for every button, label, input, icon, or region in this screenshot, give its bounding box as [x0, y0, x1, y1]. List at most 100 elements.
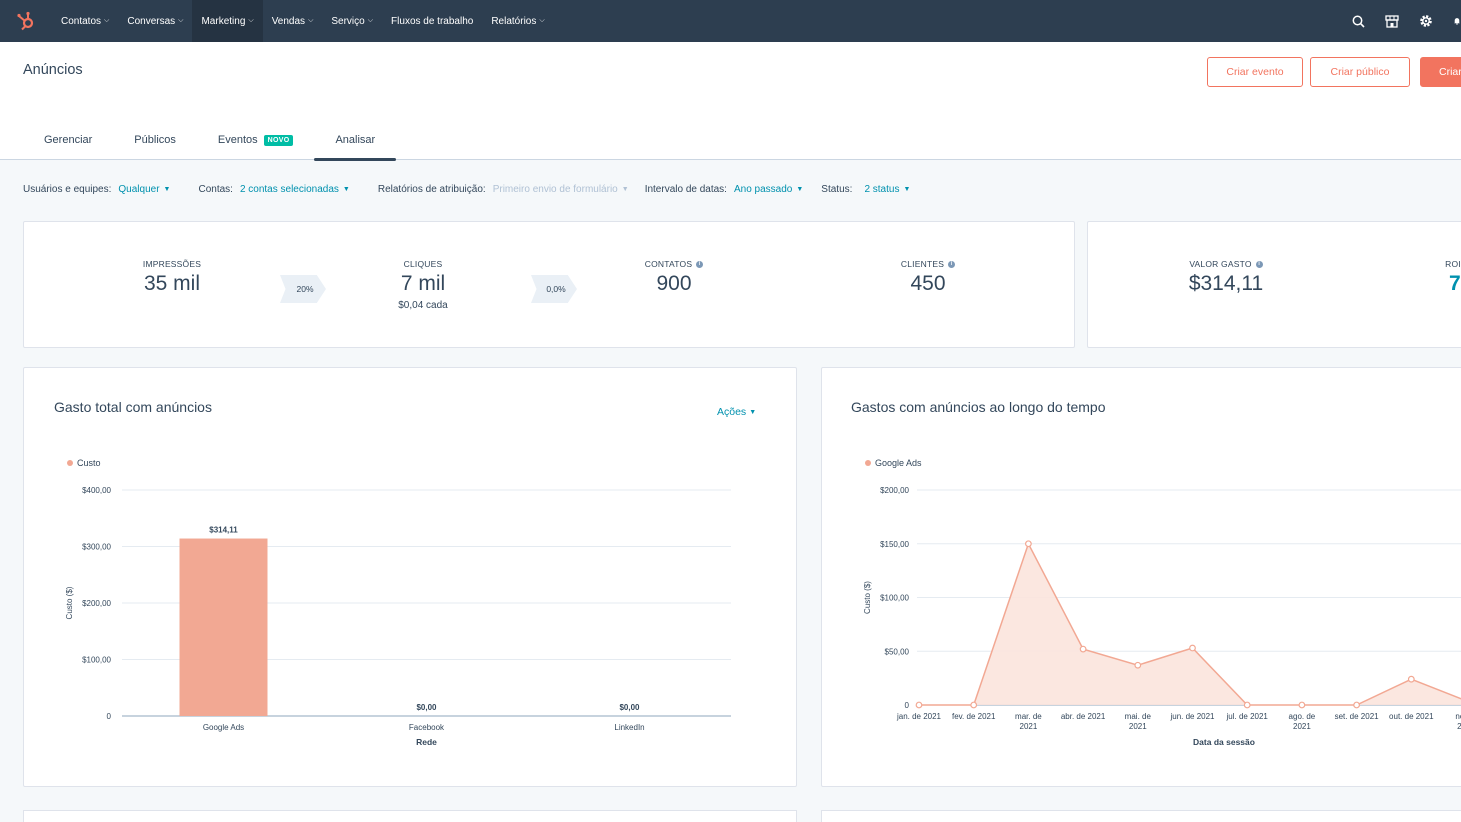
y-tick-label: 0 [107, 712, 112, 721]
x-tick-label: LinkedIn [614, 723, 644, 732]
nav-item-serviço[interactable]: Serviço ⌵ [322, 0, 382, 42]
nav-item-vendas[interactable]: Vendas ⌵ [263, 0, 323, 42]
tabs: Gerenciar Públicos Eventos NOVO Analisar [23, 122, 396, 161]
roi-label: ROI [1445, 259, 1461, 269]
y-axis-label: Custo ($) [863, 581, 872, 614]
roi-stat: ROI 76 [1423, 259, 1461, 296]
data-point [970, 701, 978, 709]
users-filter-dropdown[interactable]: Qualquer ▼ [118, 184, 170, 195]
report-card [23, 810, 797, 822]
page-title: Anúncios [23, 62, 83, 78]
y-tick-label: $300,00 [82, 543, 111, 552]
x-axis-label: Data da sessão [1193, 737, 1255, 747]
customers-value: 450 [910, 272, 946, 295]
settings-icon[interactable] [1419, 14, 1433, 28]
report-card [821, 810, 1461, 822]
create-event-button[interactable]: Criar evento [1207, 57, 1303, 87]
actions-dropdown[interactable]: Ações ▼ [717, 406, 756, 418]
nav-item-label: Conversas [127, 15, 176, 27]
nav-item-fluxos-de-trabalho[interactable]: Fluxos de trabalho [382, 0, 482, 42]
attribution-filter-label: Relatórios de atribuição: [377, 184, 486, 195]
status-filter-dropdown[interactable]: 2 status ▼ [864, 184, 910, 195]
notifications-icon[interactable] [1453, 14, 1461, 28]
nav-item-label: Marketing [201, 15, 246, 27]
nav-item-marketing[interactable]: Marketing ⌵ [192, 0, 263, 42]
main-menu: Contatos ⌵ Conversas ⌵ Marketing ⌵ Vendas ⌵ Serv… [52, 0, 554, 42]
x-tick-label: 2021 [1457, 722, 1461, 731]
y-tick-label: $50,00 [885, 647, 910, 656]
total-spend-chart-card: Gasto total com anúncios Ações ▼ Custo 0 $1… [23, 367, 797, 787]
nav-item-conversas[interactable]: Conversas ⌵ [118, 0, 192, 42]
x-tick-label: 2021 [1129, 722, 1147, 731]
create-campaign-button[interactable]: Criar [1420, 57, 1461, 87]
impressions-value: 35 mil [143, 272, 201, 295]
x-tick-label: mai. de [1125, 712, 1152, 721]
data-point [1024, 540, 1032, 548]
x-tick-label: Google Ads [203, 723, 244, 732]
y-tick-label: $400,00 [82, 486, 111, 495]
data-label: $0,00 [416, 703, 437, 712]
data-point [1134, 661, 1142, 669]
nav-item-relatórios[interactable]: Relatórios ⌵ [482, 0, 553, 42]
nav-item-label: Contatos [61, 15, 102, 27]
accounts-filter-value: 2 contas selecionadas [239, 184, 339, 195]
x-tick-label: jun. de 2021 [1169, 712, 1215, 721]
contacts-value: 900 [656, 272, 692, 295]
x-tick-label: ago. de [1289, 712, 1316, 721]
data-point [1298, 701, 1306, 709]
info-icon[interactable]: i [1255, 260, 1263, 268]
chart-title: Gasto total com anúncios [54, 399, 212, 415]
cost-per-click: $0,04 cada [398, 300, 448, 311]
x-tick-label: mar. de [1015, 712, 1042, 721]
clicks-label: CLIQUES [403, 259, 443, 269]
contacts-stat: CONTATOS i 900 [584, 259, 764, 296]
y-tick-label: 0 [905, 701, 910, 710]
tab-manage[interactable]: Gerenciar [23, 122, 113, 160]
date-range-filter-value: Ano passado [733, 184, 793, 195]
nav-right-icons [1351, 0, 1461, 42]
x-tick-label: fev. de 2021 [952, 712, 996, 721]
actions-label: Ações [717, 406, 747, 418]
create-audience-button[interactable]: Criar público [1310, 57, 1410, 87]
x-tick-label: jul. de 2021 [1226, 712, 1269, 721]
chevron-down-icon: ⌵ [248, 17, 254, 24]
caret-down-icon: ▼ [163, 186, 171, 193]
hubspot-logo-icon[interactable] [0, 0, 52, 42]
x-tick-label: abr. de 2021 [1061, 712, 1106, 721]
tab-analyze[interactable]: Analisar [314, 122, 396, 161]
tab-audiences[interactable]: Públicos [113, 122, 197, 160]
x-tick-label: nov. d [1455, 712, 1461, 721]
customers-label: CLIENTES [900, 259, 945, 269]
caret-down-icon: ▼ [342, 186, 350, 193]
accounts-filter-dropdown[interactable]: 2 contas selecionadas ▼ [240, 184, 350, 195]
data-point [1079, 645, 1087, 653]
users-filter-label: Usuários e equipes: [23, 184, 112, 195]
info-icon[interactable]: i [696, 260, 704, 268]
chevron-down-icon: ⌵ [539, 17, 545, 24]
info-icon[interactable]: i [948, 260, 956, 268]
legend-marker [865, 460, 871, 466]
filter-bar: Usuários e equipes: Qualquer ▼ Contas: 2 … [23, 184, 938, 195]
marketplace-icon[interactable] [1385, 14, 1399, 28]
amount-spent-value: $314,11 [1188, 272, 1264, 295]
chevron-down-icon: ⌵ [104, 17, 110, 24]
impressions-label: IMPRESSÕES [142, 259, 202, 269]
amount-spent-label: VALOR GASTO [1189, 259, 1252, 269]
data-point [1243, 701, 1251, 709]
x-axis-label: Rede [416, 737, 437, 747]
contacts-label: CONTATOS [644, 259, 693, 269]
x-tick-label: jan. de 2021 [896, 712, 942, 721]
x-tick-label: 2021 [1293, 722, 1311, 731]
data-point [1353, 701, 1360, 709]
nav-item-contatos[interactable]: Contatos ⌵ [52, 0, 118, 42]
clicks-stat: CLIQUES 7 mil $0,04 cada [333, 259, 513, 311]
tab-events[interactable]: Eventos NOVO [197, 122, 315, 160]
attribution-filter-dropdown[interactable]: Primeiro envio de formulário ▼ [493, 184, 629, 195]
search-icon[interactable] [1351, 14, 1365, 28]
data-label: $0,00 [619, 703, 640, 712]
date-range-filter-dropdown[interactable]: Ano passado ▼ [734, 184, 803, 195]
roi-value: 76 [1449, 272, 1461, 295]
data-point [915, 701, 923, 709]
tab-label: Públicos [134, 134, 176, 146]
area-fill [919, 543, 1461, 705]
